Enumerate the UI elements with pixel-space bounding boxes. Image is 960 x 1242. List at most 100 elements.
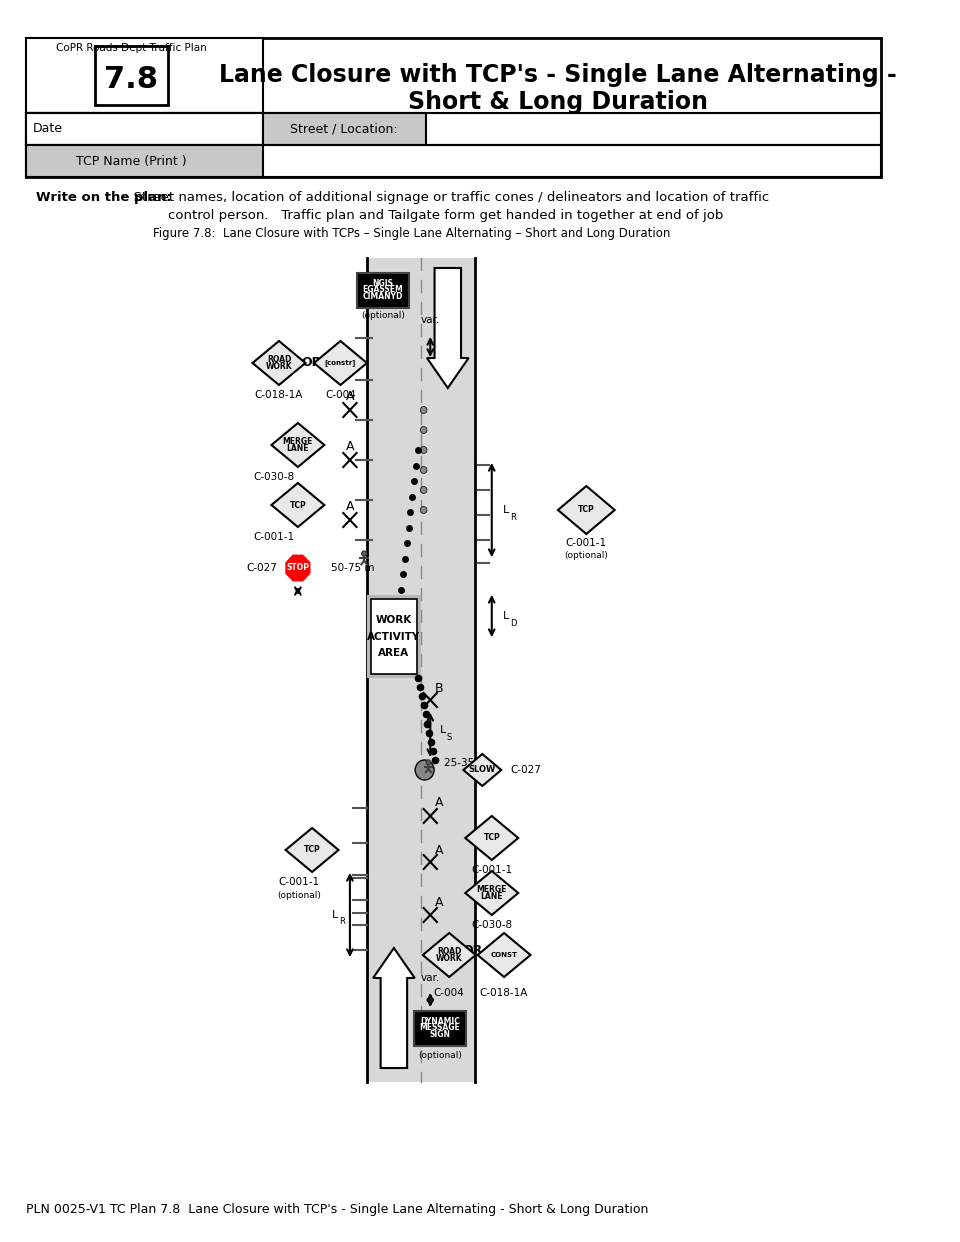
Text: TCP: TCP	[578, 505, 594, 514]
Text: Lane Closure with TCP's - Single Lane Alternating -: Lane Closure with TCP's - Single Lane Al…	[219, 63, 897, 87]
Bar	[371, 599, 417, 674]
Text: control person.   Traffic plan and Tailgate form get handed in together at end o: control person. Traffic plan and Tailgat…	[168, 209, 724, 221]
Text: S: S	[446, 733, 451, 741]
Polygon shape	[558, 486, 614, 534]
Polygon shape	[422, 933, 476, 977]
Text: TCP: TCP	[303, 846, 321, 854]
Text: (optional): (optional)	[361, 312, 405, 320]
FancyArrow shape	[427, 268, 468, 388]
Text: OR: OR	[463, 944, 483, 956]
Polygon shape	[464, 754, 501, 786]
Polygon shape	[272, 424, 324, 467]
Circle shape	[420, 426, 427, 433]
Text: NGIS: NGIS	[372, 279, 394, 288]
Text: Street / Location:: Street / Location:	[291, 123, 398, 135]
Circle shape	[426, 760, 431, 765]
Text: TCP: TCP	[290, 501, 306, 509]
Bar	[27, 113, 88, 145]
Text: A: A	[435, 897, 444, 909]
Bar	[27, 145, 881, 178]
Text: C-001-1: C-001-1	[253, 532, 295, 542]
Text: R: R	[510, 513, 516, 522]
Text: Date: Date	[33, 123, 62, 135]
Circle shape	[420, 487, 427, 493]
Text: 7.8: 7.8	[105, 65, 158, 94]
Text: WORK: WORK	[266, 361, 292, 370]
Text: [constr]: [constr]	[324, 359, 356, 366]
Text: L: L	[503, 505, 510, 515]
Text: A: A	[346, 390, 354, 402]
Text: ROAD: ROAD	[267, 355, 291, 364]
Polygon shape	[284, 553, 312, 582]
Text: C-004: C-004	[434, 987, 465, 999]
Bar	[357, 272, 409, 308]
Text: ROAD: ROAD	[437, 948, 462, 956]
Text: L: L	[332, 910, 339, 920]
Text: L: L	[440, 725, 446, 735]
Text: EGASSEM: EGASSEM	[363, 286, 403, 294]
Text: C-027: C-027	[247, 563, 277, 573]
Text: C-018-1A: C-018-1A	[254, 390, 303, 400]
Bar	[27, 39, 263, 113]
Text: var.: var.	[420, 972, 440, 982]
Text: SIGN: SIGN	[429, 1030, 450, 1040]
Text: STOP: STOP	[286, 564, 309, 573]
Text: DYNAMIC: DYNAMIC	[420, 1017, 460, 1026]
Text: PLN 0025-V1 TC Plan 7.8  Lane Closure with TCP's - Single Lane Alternating - Sho: PLN 0025-V1 TC Plan 7.8 Lane Closure wit…	[27, 1203, 649, 1216]
Text: D: D	[510, 619, 516, 627]
Text: OR: OR	[301, 356, 322, 370]
Text: B: B	[435, 682, 444, 694]
Bar	[367, 595, 420, 678]
Bar	[27, 113, 881, 145]
Text: A: A	[346, 501, 354, 513]
Bar	[367, 258, 475, 1082]
Text: Short & Long Duration: Short & Long Duration	[408, 89, 708, 114]
Text: A: A	[346, 441, 354, 453]
Text: A: A	[435, 796, 444, 810]
Text: MESSAGE: MESSAGE	[420, 1023, 460, 1032]
Circle shape	[415, 760, 434, 780]
Text: MERGE: MERGE	[282, 437, 313, 446]
FancyArrow shape	[373, 948, 415, 1068]
Bar	[27, 145, 263, 178]
Text: CIMANYD: CIMANYD	[363, 292, 403, 301]
Text: (optional): (optional)	[418, 1051, 462, 1059]
Polygon shape	[314, 342, 367, 385]
Bar	[95, 46, 168, 106]
Text: LANE: LANE	[287, 443, 309, 452]
Polygon shape	[477, 933, 531, 977]
Polygon shape	[272, 483, 324, 527]
Text: C-001-1: C-001-1	[471, 864, 513, 876]
Text: C-001-1: C-001-1	[278, 877, 320, 887]
Bar	[27, 39, 881, 178]
Text: (optional): (optional)	[276, 892, 321, 900]
Text: TCP Name (Print ): TCP Name (Print )	[76, 154, 187, 168]
Circle shape	[420, 467, 427, 473]
Text: C-027: C-027	[511, 765, 541, 775]
Text: C-001-1: C-001-1	[565, 538, 607, 548]
Circle shape	[362, 551, 367, 556]
Text: var.: var.	[420, 315, 440, 325]
Text: MERGE: MERGE	[476, 886, 507, 894]
Circle shape	[420, 507, 427, 513]
Text: 50-75 m: 50-75 m	[331, 563, 374, 573]
Text: (optional): (optional)	[564, 551, 609, 560]
Text: WORK: WORK	[436, 954, 463, 963]
Text: AREA: AREA	[378, 648, 410, 658]
Text: C-030-8: C-030-8	[253, 472, 295, 482]
Text: A: A	[435, 843, 444, 857]
Text: WORK: WORK	[375, 615, 412, 625]
Polygon shape	[466, 816, 518, 859]
Text: 25-35 m: 25-35 m	[444, 758, 488, 768]
Text: LANE: LANE	[481, 892, 503, 900]
Text: CoPR Roads Dept Traffic Plan: CoPR Roads Dept Traffic Plan	[56, 43, 206, 53]
Text: L: L	[503, 611, 510, 621]
Text: ACTIVITY: ACTIVITY	[368, 631, 420, 642]
Polygon shape	[466, 871, 518, 915]
Text: C-018-1A: C-018-1A	[480, 987, 528, 999]
Polygon shape	[252, 342, 305, 385]
Bar	[263, 113, 425, 145]
Text: SLOW: SLOW	[468, 765, 496, 775]
Text: CONST: CONST	[491, 953, 517, 958]
Text: Street names, location of additional signage or traffic cones / delineators and : Street names, location of additional sig…	[126, 191, 770, 205]
